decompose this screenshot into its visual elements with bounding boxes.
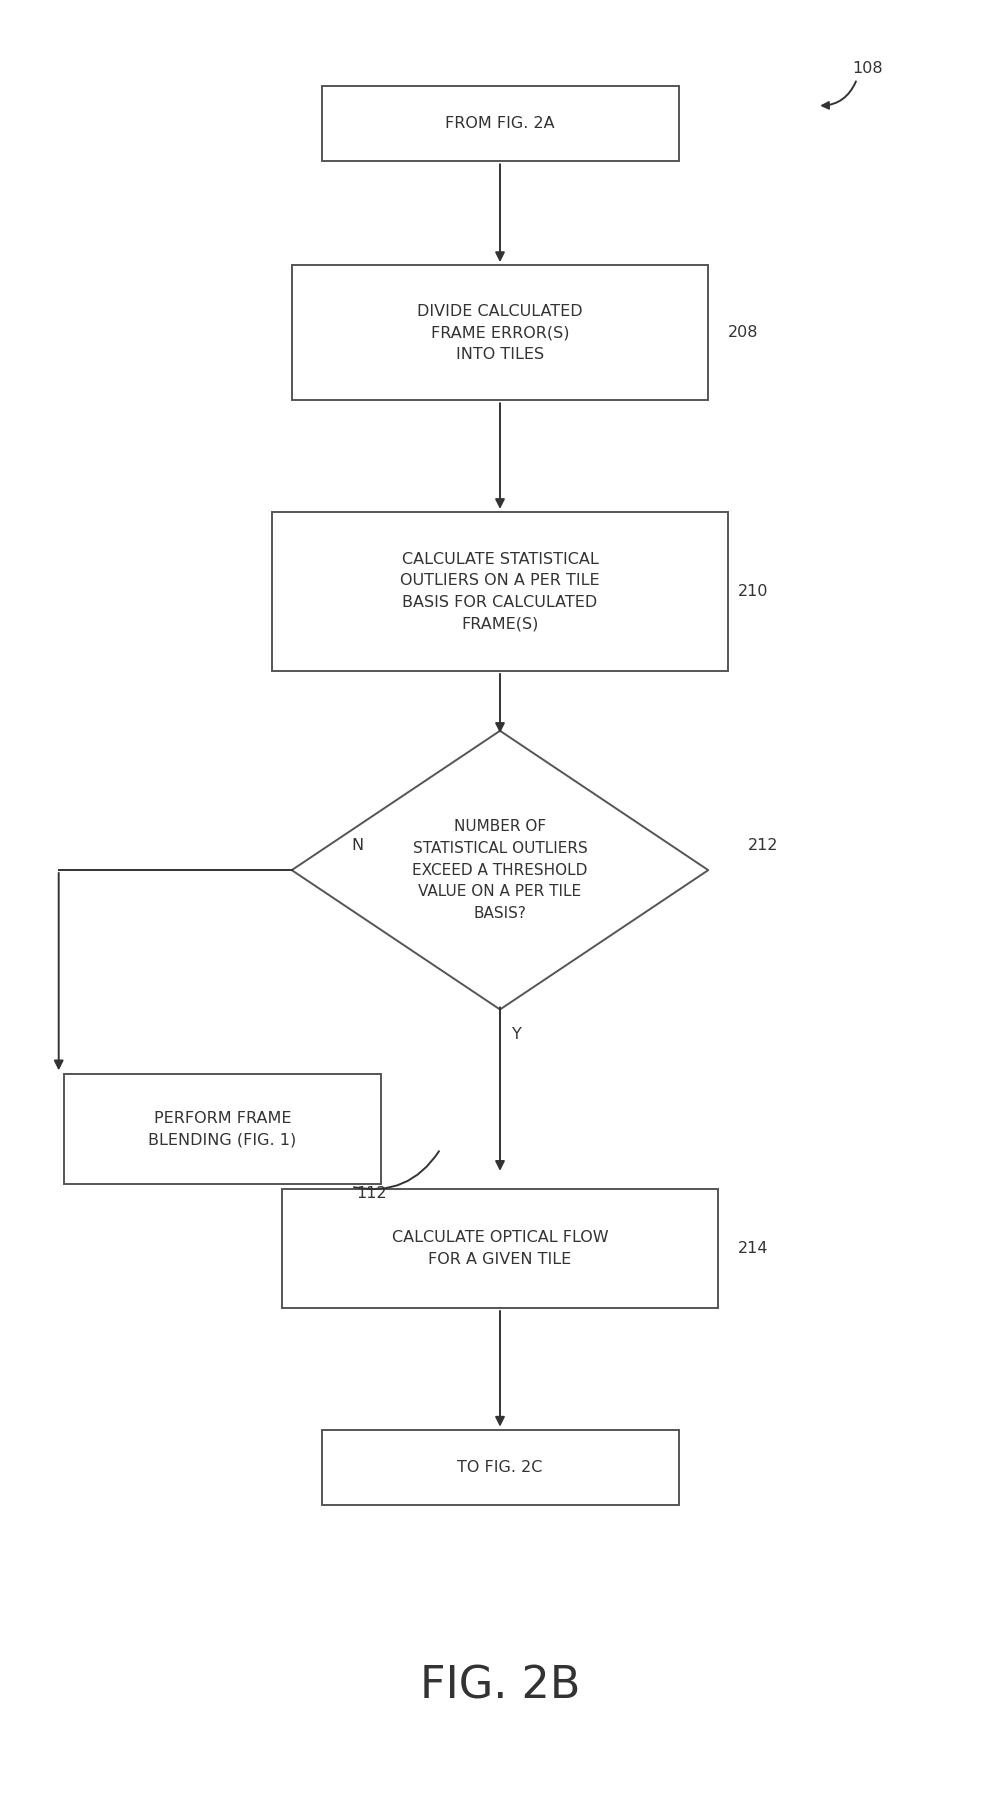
Text: 212: 212 xyxy=(748,837,778,853)
Text: FROM FIG. 2A: FROM FIG. 2A xyxy=(445,117,555,131)
Text: CALCULATE OPTICAL FLOW
FOR A GIVEN TILE: CALCULATE OPTICAL FLOW FOR A GIVEN TILE xyxy=(392,1229,608,1267)
Text: Y: Y xyxy=(512,1026,522,1042)
Text: DIVIDE CALCULATED
FRAME ERROR(S)
INTO TILES: DIVIDE CALCULATED FRAME ERROR(S) INTO TI… xyxy=(417,304,583,362)
Text: 214: 214 xyxy=(738,1240,769,1256)
Polygon shape xyxy=(292,731,708,1010)
Text: NUMBER OF
STATISTICAL OUTLIERS
EXCEED A THRESHOLD
VALUE ON A PER TILE
BASIS?: NUMBER OF STATISTICAL OUTLIERS EXCEED A … xyxy=(412,819,588,922)
Text: FIG. 2B: FIG. 2B xyxy=(420,1665,580,1708)
Text: 208: 208 xyxy=(728,326,759,340)
Text: 112: 112 xyxy=(356,1186,387,1201)
Text: N: N xyxy=(351,837,363,853)
FancyBboxPatch shape xyxy=(322,86,679,160)
Text: 108: 108 xyxy=(852,61,883,76)
FancyArrowPatch shape xyxy=(354,1152,439,1190)
FancyBboxPatch shape xyxy=(282,1188,718,1309)
FancyBboxPatch shape xyxy=(292,265,708,400)
FancyBboxPatch shape xyxy=(272,511,728,671)
Text: CALCULATE STATISTICAL
OUTLIERS ON A PER TILE
BASIS FOR CALCULATED
FRAME(S): CALCULATE STATISTICAL OUTLIERS ON A PER … xyxy=(400,551,600,632)
FancyBboxPatch shape xyxy=(322,1429,679,1505)
Text: TO FIG. 2C: TO FIG. 2C xyxy=(457,1460,543,1474)
FancyBboxPatch shape xyxy=(64,1075,381,1184)
FancyArrowPatch shape xyxy=(822,81,856,108)
Text: PERFORM FRAME
BLENDING (FIG. 1): PERFORM FRAME BLENDING (FIG. 1) xyxy=(148,1111,296,1147)
Text: 210: 210 xyxy=(738,583,769,599)
